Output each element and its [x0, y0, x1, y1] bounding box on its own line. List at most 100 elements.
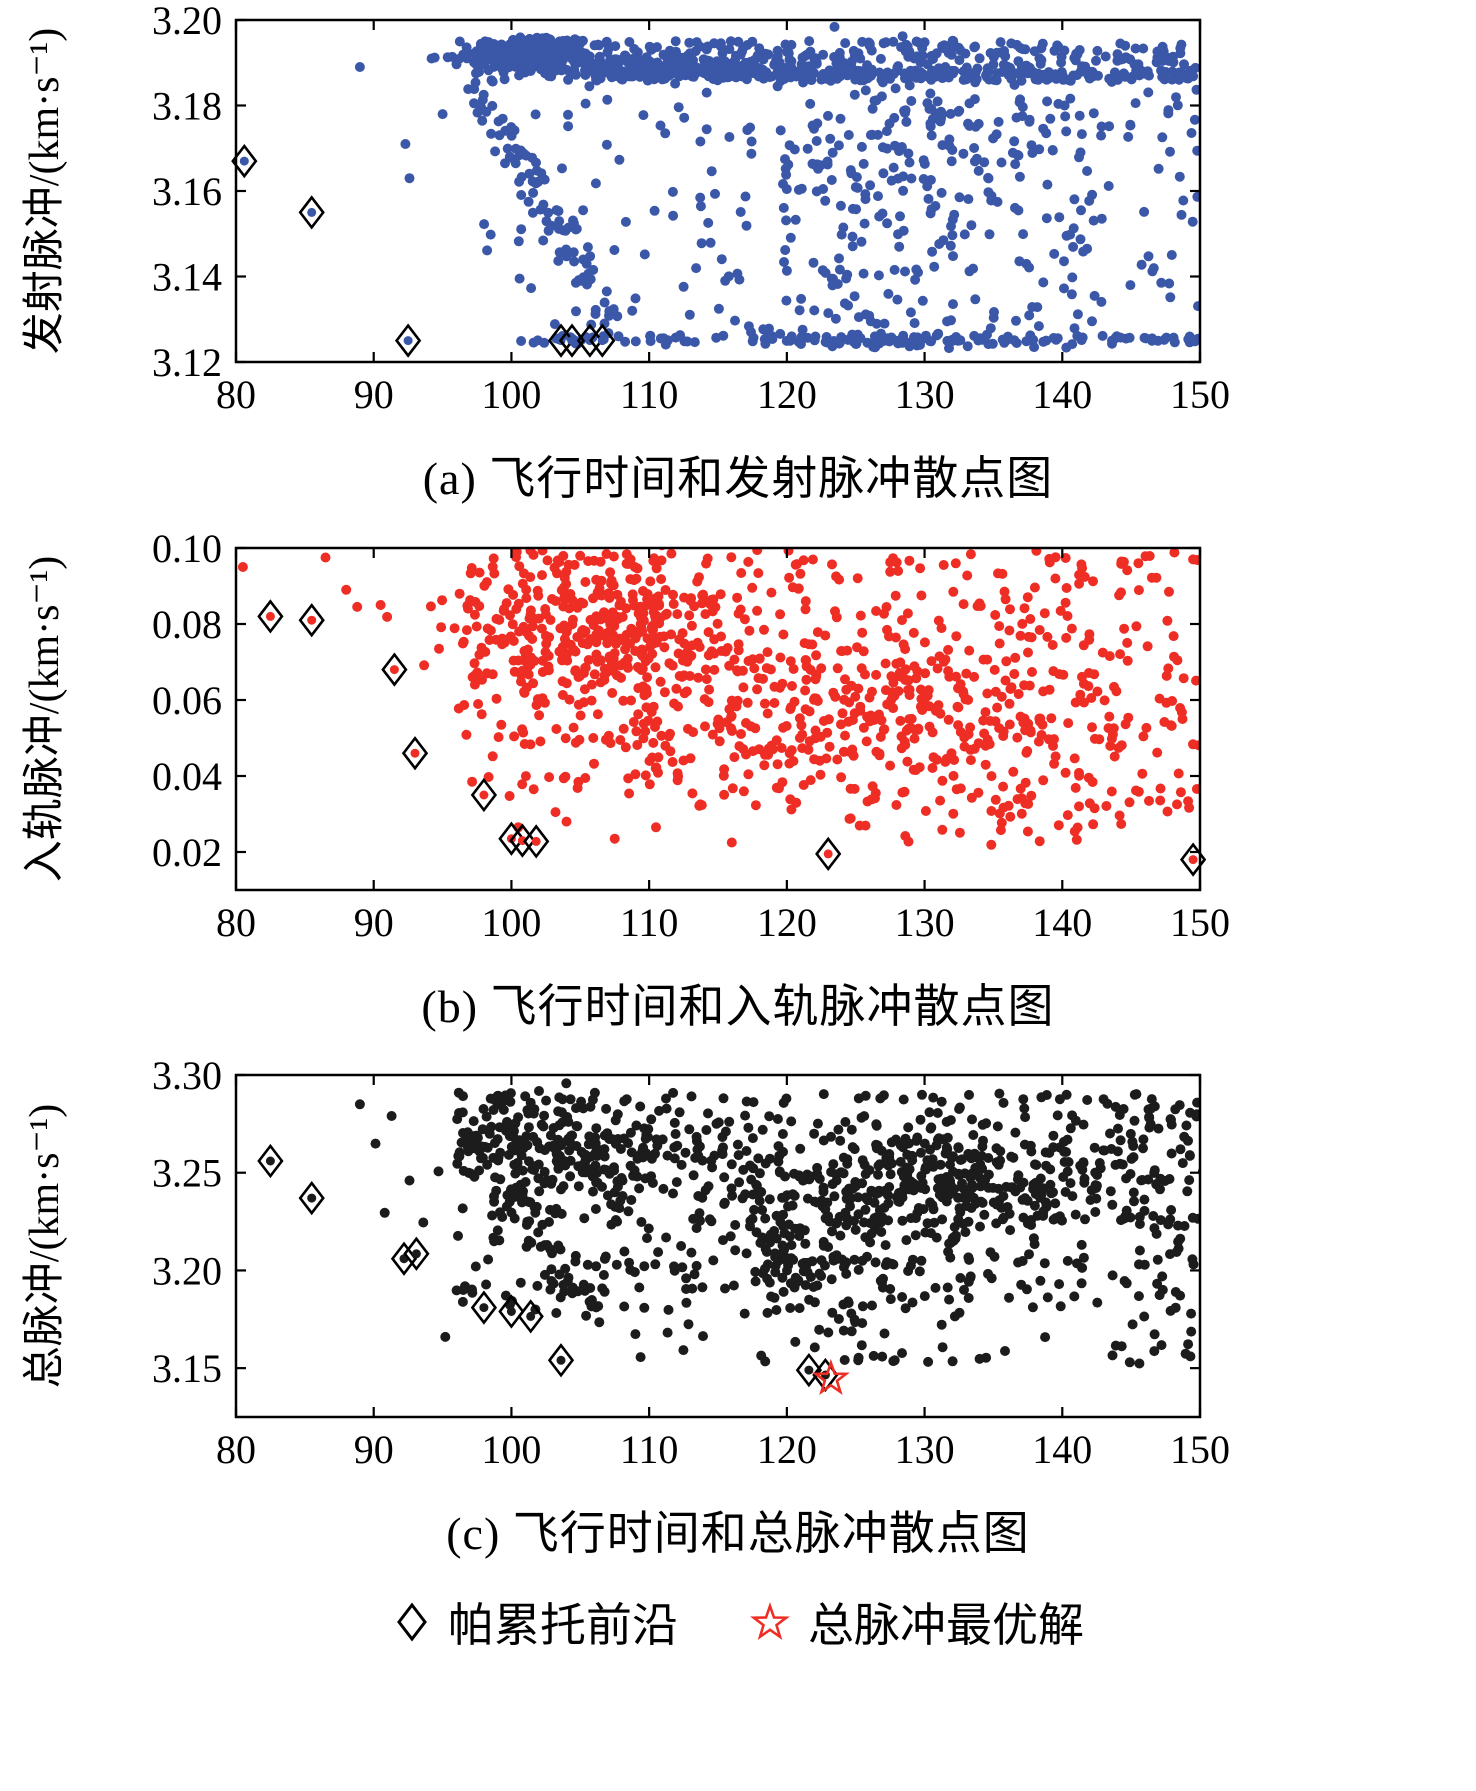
- pareto-diamond: [498, 821, 525, 856]
- pareto-point: [307, 1193, 317, 1203]
- pareto-diamond: [403, 1236, 430, 1271]
- pareto-point: [823, 848, 833, 858]
- tick-labels: 80 90 100 110 120 130 140 150 3.12 3.14 3.16 3.18 3.…: [152, 6, 1230, 417]
- x-tick-label: 130: [895, 372, 955, 417]
- optimal-star-icon: [750, 1601, 790, 1640]
- pareto-point: [265, 1156, 275, 1166]
- legend-item-pareto: 帕累托前沿: [392, 1589, 678, 1655]
- y-tick-label: 3.16: [152, 169, 222, 214]
- pareto-point: [567, 336, 577, 346]
- legend-optimal-label: 总脉冲最优解: [808, 1599, 1084, 1651]
- pareto-point: [239, 156, 249, 166]
- pareto-point: [479, 1303, 489, 1313]
- x-tick-label: 140: [1032, 372, 1092, 417]
- y-tick-label: 0.06: [152, 678, 222, 723]
- x-tick-label: 90: [354, 1427, 394, 1472]
- pareto-point: [1188, 854, 1198, 864]
- pareto-diamond: [381, 651, 408, 687]
- tick-marks: [234, 1073, 1202, 1417]
- y-axis-title: 入轨脉冲/(km·s⁻¹): [22, 555, 68, 881]
- pareto-diamond: [547, 1343, 575, 1378]
- y-tick-label: 0.04: [152, 754, 222, 799]
- x-tick-label: 120: [757, 372, 817, 417]
- pareto-diamond: [231, 143, 258, 179]
- chart-b-block: 80 90 100 110 120 130 140 150 0.02 0.04 0.06 0.08 0.…: [0, 534, 1476, 1036]
- pareto-point: [526, 1311, 536, 1321]
- pareto-diamond: [470, 1290, 498, 1325]
- pareto-diamond-icon: [397, 1602, 427, 1641]
- x-tick-label: 110: [620, 372, 679, 417]
- y-tick-label: 3.25: [152, 1151, 222, 1196]
- chart-b-caption: (b) 飞行时间和入轨脉冲散点图: [421, 980, 1055, 1032]
- pareto-point: [307, 615, 317, 625]
- tick-labels: 80 90 100 110 120 130 140 150 0.02 0.04 0.06 0.08 0.…: [152, 534, 1230, 945]
- pareto-point: [556, 1355, 566, 1365]
- pareto-diamond: [795, 1352, 823, 1388]
- pareto-point: [411, 1249, 421, 1259]
- x-tick-label: 140: [1032, 900, 1092, 945]
- y-tick-label: 3.20: [152, 1248, 222, 1293]
- y-tick-label: 3.12: [152, 340, 222, 385]
- x-tick-label: 90: [354, 900, 394, 945]
- pareto-diamond: [401, 735, 429, 770]
- y-tick-label: 0.02: [152, 830, 222, 875]
- pareto-front-markers: [257, 1143, 850, 1395]
- pareto-point: [265, 611, 275, 621]
- x-tick-label: 80: [216, 1427, 256, 1472]
- pareto-diamond: [394, 323, 422, 358]
- x-tick-label: 100: [481, 900, 541, 945]
- y-axis-title: 发射脉冲/(km·s⁻¹): [22, 28, 68, 354]
- x-tick-label: 120: [757, 900, 817, 945]
- y-tick-label: 0.10: [152, 534, 222, 571]
- pareto-point: [389, 664, 399, 674]
- x-tick-label: 110: [620, 900, 679, 945]
- x-tick-label: 150: [1170, 372, 1230, 417]
- y-tick-label: 3.15: [152, 1346, 222, 1391]
- pareto-diamond: [589, 323, 616, 358]
- legend-item-optimal: 总脉冲最优解: [748, 1589, 1084, 1655]
- x-tick-label: 150: [1170, 1427, 1230, 1472]
- x-tick-label: 130: [895, 900, 955, 945]
- optimal-star-marker: [811, 1358, 850, 1395]
- y-tick-label: 3.14: [152, 255, 222, 300]
- x-tick-label: 130: [895, 1427, 955, 1472]
- plot-box: [234, 1073, 1202, 1419]
- chart-a-canvas: 80 90 100 110 120 130 140 150 3.12 3.14 3.16 3.18 3.…: [22, 6, 1230, 417]
- chart-a-caption: (a) 飞行时间和发射脉冲散点图: [422, 453, 1054, 504]
- x-tick-label: 90: [354, 372, 394, 417]
- pareto-diamond: [547, 323, 575, 358]
- pareto-diamond: [390, 1241, 418, 1276]
- y-tick-label: 3.30: [152, 1061, 222, 1098]
- plot-box: [234, 546, 1202, 891]
- pareto-diamond: [1179, 841, 1207, 877]
- pareto-diamond: [298, 195, 325, 230]
- x-tick-label: 120: [757, 1427, 817, 1472]
- y-tick-label: 0.08: [152, 602, 222, 647]
- pareto-front-markers: [231, 143, 616, 358]
- x-tick-label: 80: [216, 900, 256, 945]
- figure-legend: 帕累托前沿 总脉冲最优解: [0, 1589, 1476, 1767]
- tick-marks: [234, 18, 1202, 364]
- y-axis-title: 总脉冲/(km·s⁻¹): [22, 1104, 68, 1388]
- pareto-diamond: [298, 602, 325, 637]
- pareto-diamond: [523, 823, 550, 859]
- pareto-point: [804, 1365, 814, 1375]
- tick-labels: 80 90 100 110 120 130 140 150 3.15 3.20 3.25 3.30: [152, 1061, 1230, 1472]
- chart-a-block: 80 90 100 110 120 130 140 150 3.12 3.14 3.16 3.18 3.…: [0, 6, 1476, 508]
- pareto-point: [307, 207, 317, 217]
- pareto-point: [531, 836, 541, 846]
- tick-marks: [234, 546, 1202, 890]
- scatter-points: [354, 21, 1200, 354]
- pareto-diamond: [517, 1299, 544, 1334]
- legend-pareto-label: 帕累托前沿: [448, 1599, 678, 1651]
- scatter-points: [237, 547, 1200, 850]
- pareto-point: [479, 790, 489, 799]
- x-tick-label: 100: [481, 372, 541, 417]
- pareto-diamond: [470, 777, 498, 812]
- pareto-diamond: [257, 598, 284, 634]
- x-tick-label: 110: [620, 1427, 679, 1472]
- pareto-diamond: [257, 1143, 284, 1179]
- pareto-diamond: [498, 1294, 525, 1329]
- pareto-diamond: [558, 323, 586, 358]
